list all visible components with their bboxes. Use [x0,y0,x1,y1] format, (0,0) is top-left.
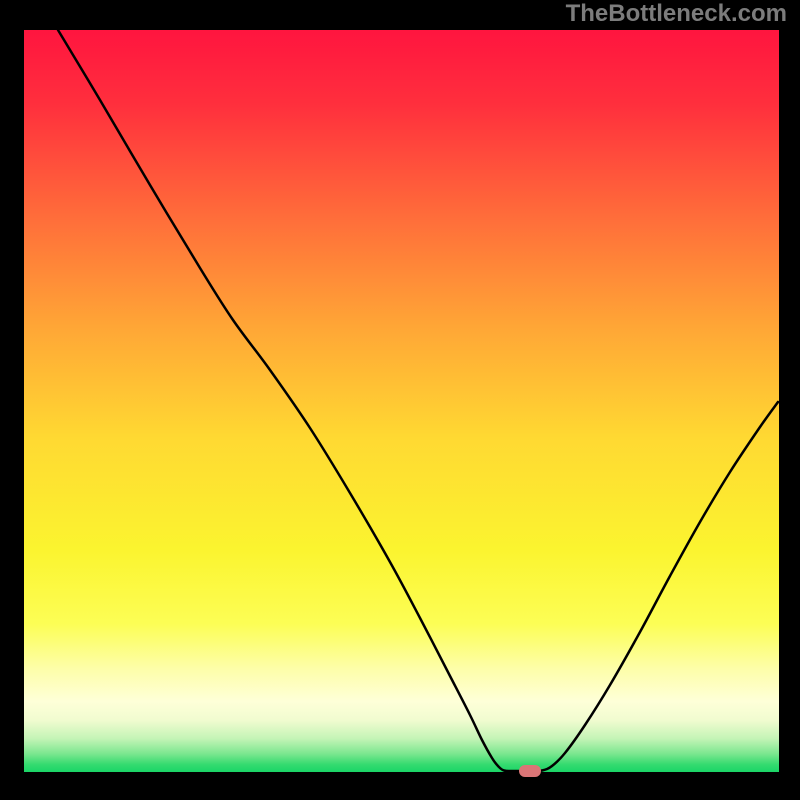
watermark-text: TheBottleneck.com [566,0,787,28]
chart-plot-area [24,30,779,772]
bottleneck-chart: TheBottleneck.com [0,0,800,800]
optimal-point-marker [519,765,541,777]
